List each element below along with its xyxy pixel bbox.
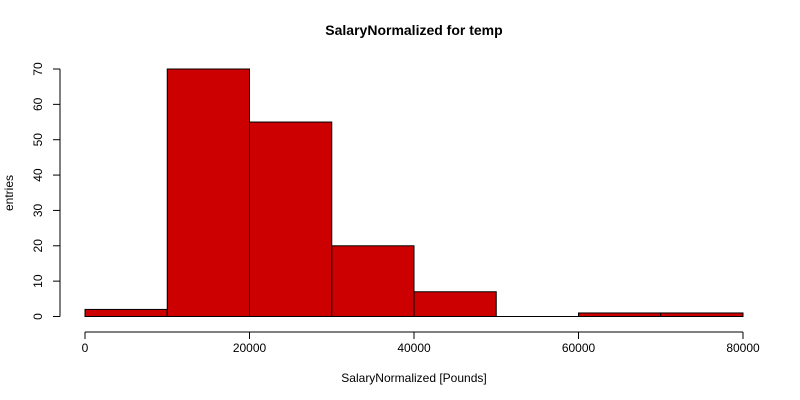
- y-tick-label: 40: [31, 168, 45, 182]
- y-tick-label: 70: [31, 62, 45, 76]
- x-tick-label: 60000: [562, 341, 596, 355]
- y-tick-label: 50: [31, 133, 45, 147]
- x-tick-label: 20000: [233, 341, 267, 355]
- histogram-bar-6: [578, 312, 662, 318]
- y-tick-label: 0: [31, 313, 45, 320]
- chart-title: SalaryNormalized for temp: [325, 22, 502, 38]
- histogram-bar-1: [166, 68, 250, 317]
- histogram-bar-7: [660, 312, 744, 318]
- y-tick-label: 10: [31, 274, 45, 288]
- bars-group: [84, 68, 744, 318]
- y-axis-label: entries: [2, 175, 16, 211]
- y-tick-label: 20: [31, 239, 45, 253]
- y-axis: 0 10 20 30 40 50 60 70: [31, 62, 61, 320]
- histogram-bar-3: [331, 245, 415, 318]
- histogram-bar-0: [84, 308, 168, 317]
- x-axis: 0 20000 40000 60000 80000: [82, 331, 760, 355]
- x-tick-label: 40000: [397, 341, 431, 355]
- x-tick-label: 80000: [726, 341, 760, 355]
- histogram-bar-4: [413, 291, 497, 317]
- x-axis-label: SalaryNormalized [Pounds]: [341, 371, 486, 385]
- y-tick-label: 60: [31, 97, 45, 111]
- histogram-bar-2: [249, 121, 333, 317]
- y-tick-label: 30: [31, 203, 45, 217]
- x-tick-label: 0: [82, 341, 89, 355]
